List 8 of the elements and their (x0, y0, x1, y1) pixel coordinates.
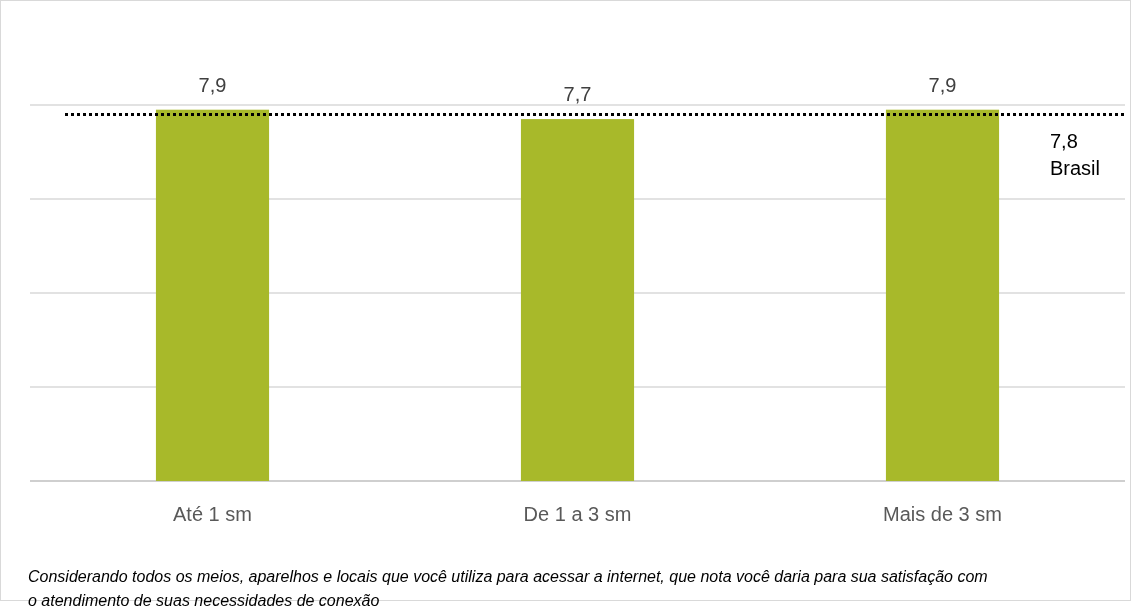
data-label: 7,9 (928, 73, 957, 96)
data-label: 7,7 (563, 83, 592, 106)
text: Considerando todos os meios, aparelhos e locais que você utiliza para acessar a internet, que nota você daria para sua satisfação com o atendimento de suas necessidades de conexão (28, 568, 988, 609)
data-label: 7,9 (198, 73, 227, 96)
x-tick-label: Mais de 3 sm (883, 503, 1002, 525)
x-tick-label: De 1 a 3 sm (523, 503, 632, 525)
ref-line-label: 7,8 Brasil (1050, 130, 1101, 180)
x-tick-label: Até 1 sm (173, 503, 252, 525)
